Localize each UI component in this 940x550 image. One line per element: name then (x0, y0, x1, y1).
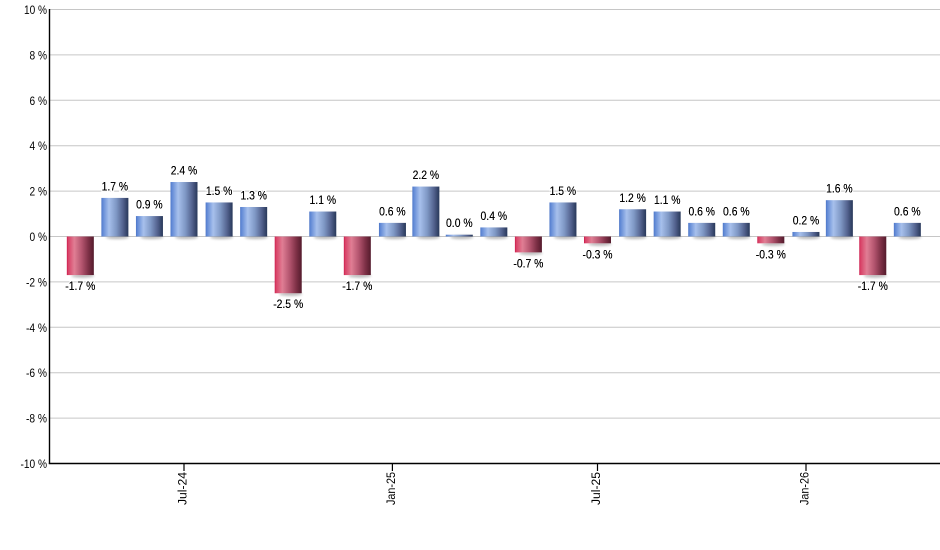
svg-text:0.6 %: 0.6 % (723, 204, 750, 218)
svg-text:0.6 %: 0.6 % (688, 204, 715, 218)
svg-text:Jul-25: Jul-25 (589, 472, 603, 505)
svg-text:0.6 %: 0.6 % (723, 204, 750, 218)
svg-text:1.1 %: 1.1 % (654, 193, 681, 207)
svg-text:Jan-26: Jan-26 (798, 472, 812, 505)
svg-text:-0.7 %: -0.7 % (513, 256, 543, 270)
svg-text:8 %: 8 % (30, 48, 48, 62)
svg-text:-1.7 %: -1.7 % (65, 279, 95, 293)
svg-text:1.5 %: 1.5 % (206, 184, 233, 198)
svg-text:0.6 %: 0.6 % (688, 204, 715, 218)
svg-text:0.6 %: 0.6 % (379, 204, 406, 218)
svg-text:6 %: 6 % (30, 94, 48, 108)
svg-text:-2.5 %: -2.5 % (273, 297, 303, 311)
svg-text:-4 %: -4 % (26, 321, 47, 335)
svg-text:0.4 %: 0.4 % (481, 209, 508, 223)
svg-text:1.1 %: 1.1 % (310, 193, 337, 207)
svg-text:0.0 %: 0.0 % (446, 216, 473, 230)
svg-text:0.2 %: 0.2 % (793, 214, 820, 228)
svg-text:1.6 %: 1.6 % (826, 182, 853, 196)
svg-text:0 %: 0 % (30, 230, 48, 244)
svg-text:-2 %: -2 % (26, 275, 47, 289)
svg-text:-2.5 %: -2.5 % (273, 297, 303, 311)
svg-text:-0.7 %: -0.7 % (513, 256, 543, 270)
svg-text:1.5 %: 1.5 % (550, 184, 577, 198)
svg-text:Jul-24: Jul-24 (176, 472, 190, 505)
svg-text:0.9 %: 0.9 % (136, 198, 163, 212)
svg-text:-6 %: -6 % (26, 366, 47, 380)
svg-text:1.2 %: 1.2 % (619, 191, 646, 205)
svg-text:0.6 %: 0.6 % (894, 204, 921, 218)
svg-text:-1.7 %: -1.7 % (65, 279, 95, 293)
svg-text:-0.3 %: -0.3 % (583, 247, 613, 261)
svg-text:0.2 %: 0.2 % (793, 214, 820, 228)
svg-text:1.7 %: 1.7 % (102, 179, 129, 193)
svg-text:-1.7 %: -1.7 % (858, 279, 888, 293)
svg-text:-1.7 %: -1.7 % (342, 279, 372, 293)
svg-text:-10 %: -10 % (21, 457, 48, 471)
svg-text:1.5 %: 1.5 % (550, 184, 577, 198)
svg-text:2 %: 2 % (30, 185, 48, 199)
svg-text:1.5 %: 1.5 % (206, 184, 233, 198)
svg-text:-1.7 %: -1.7 % (342, 279, 372, 293)
svg-text:0.6 %: 0.6 % (379, 204, 406, 218)
svg-text:1.3 %: 1.3 % (240, 189, 267, 203)
svg-text:2.4 %: 2.4 % (171, 164, 198, 178)
svg-text:0.6 %: 0.6 % (894, 204, 921, 218)
svg-text:10 %: 10 % (24, 3, 47, 17)
svg-text:2.2 %: 2.2 % (413, 168, 440, 182)
svg-text:-1.7 %: -1.7 % (858, 279, 888, 293)
svg-text:0.4 %: 0.4 % (481, 209, 508, 223)
svg-text:-0.3 %: -0.3 % (583, 247, 613, 261)
svg-text:1.6 %: 1.6 % (826, 182, 853, 196)
svg-text:-8 %: -8 % (26, 412, 47, 426)
svg-text:0.0 %: 0.0 % (446, 216, 473, 230)
svg-text:Jan-25: Jan-25 (384, 472, 398, 505)
svg-text:-0.3 %: -0.3 % (756, 247, 786, 261)
svg-text:1.1 %: 1.1 % (310, 193, 337, 207)
svg-text:4 %: 4 % (30, 139, 48, 153)
svg-text:-0.3 %: -0.3 % (756, 247, 786, 261)
svg-text:1.1 %: 1.1 % (654, 193, 681, 207)
svg-text:1.2 %: 1.2 % (619, 191, 646, 205)
svg-text:2.2 %: 2.2 % (413, 168, 440, 182)
svg-text:0.9 %: 0.9 % (136, 198, 163, 212)
svg-text:1.3 %: 1.3 % (240, 189, 267, 203)
svg-text:1.7 %: 1.7 % (102, 179, 129, 193)
svg-text:2.4 %: 2.4 % (171, 164, 198, 178)
